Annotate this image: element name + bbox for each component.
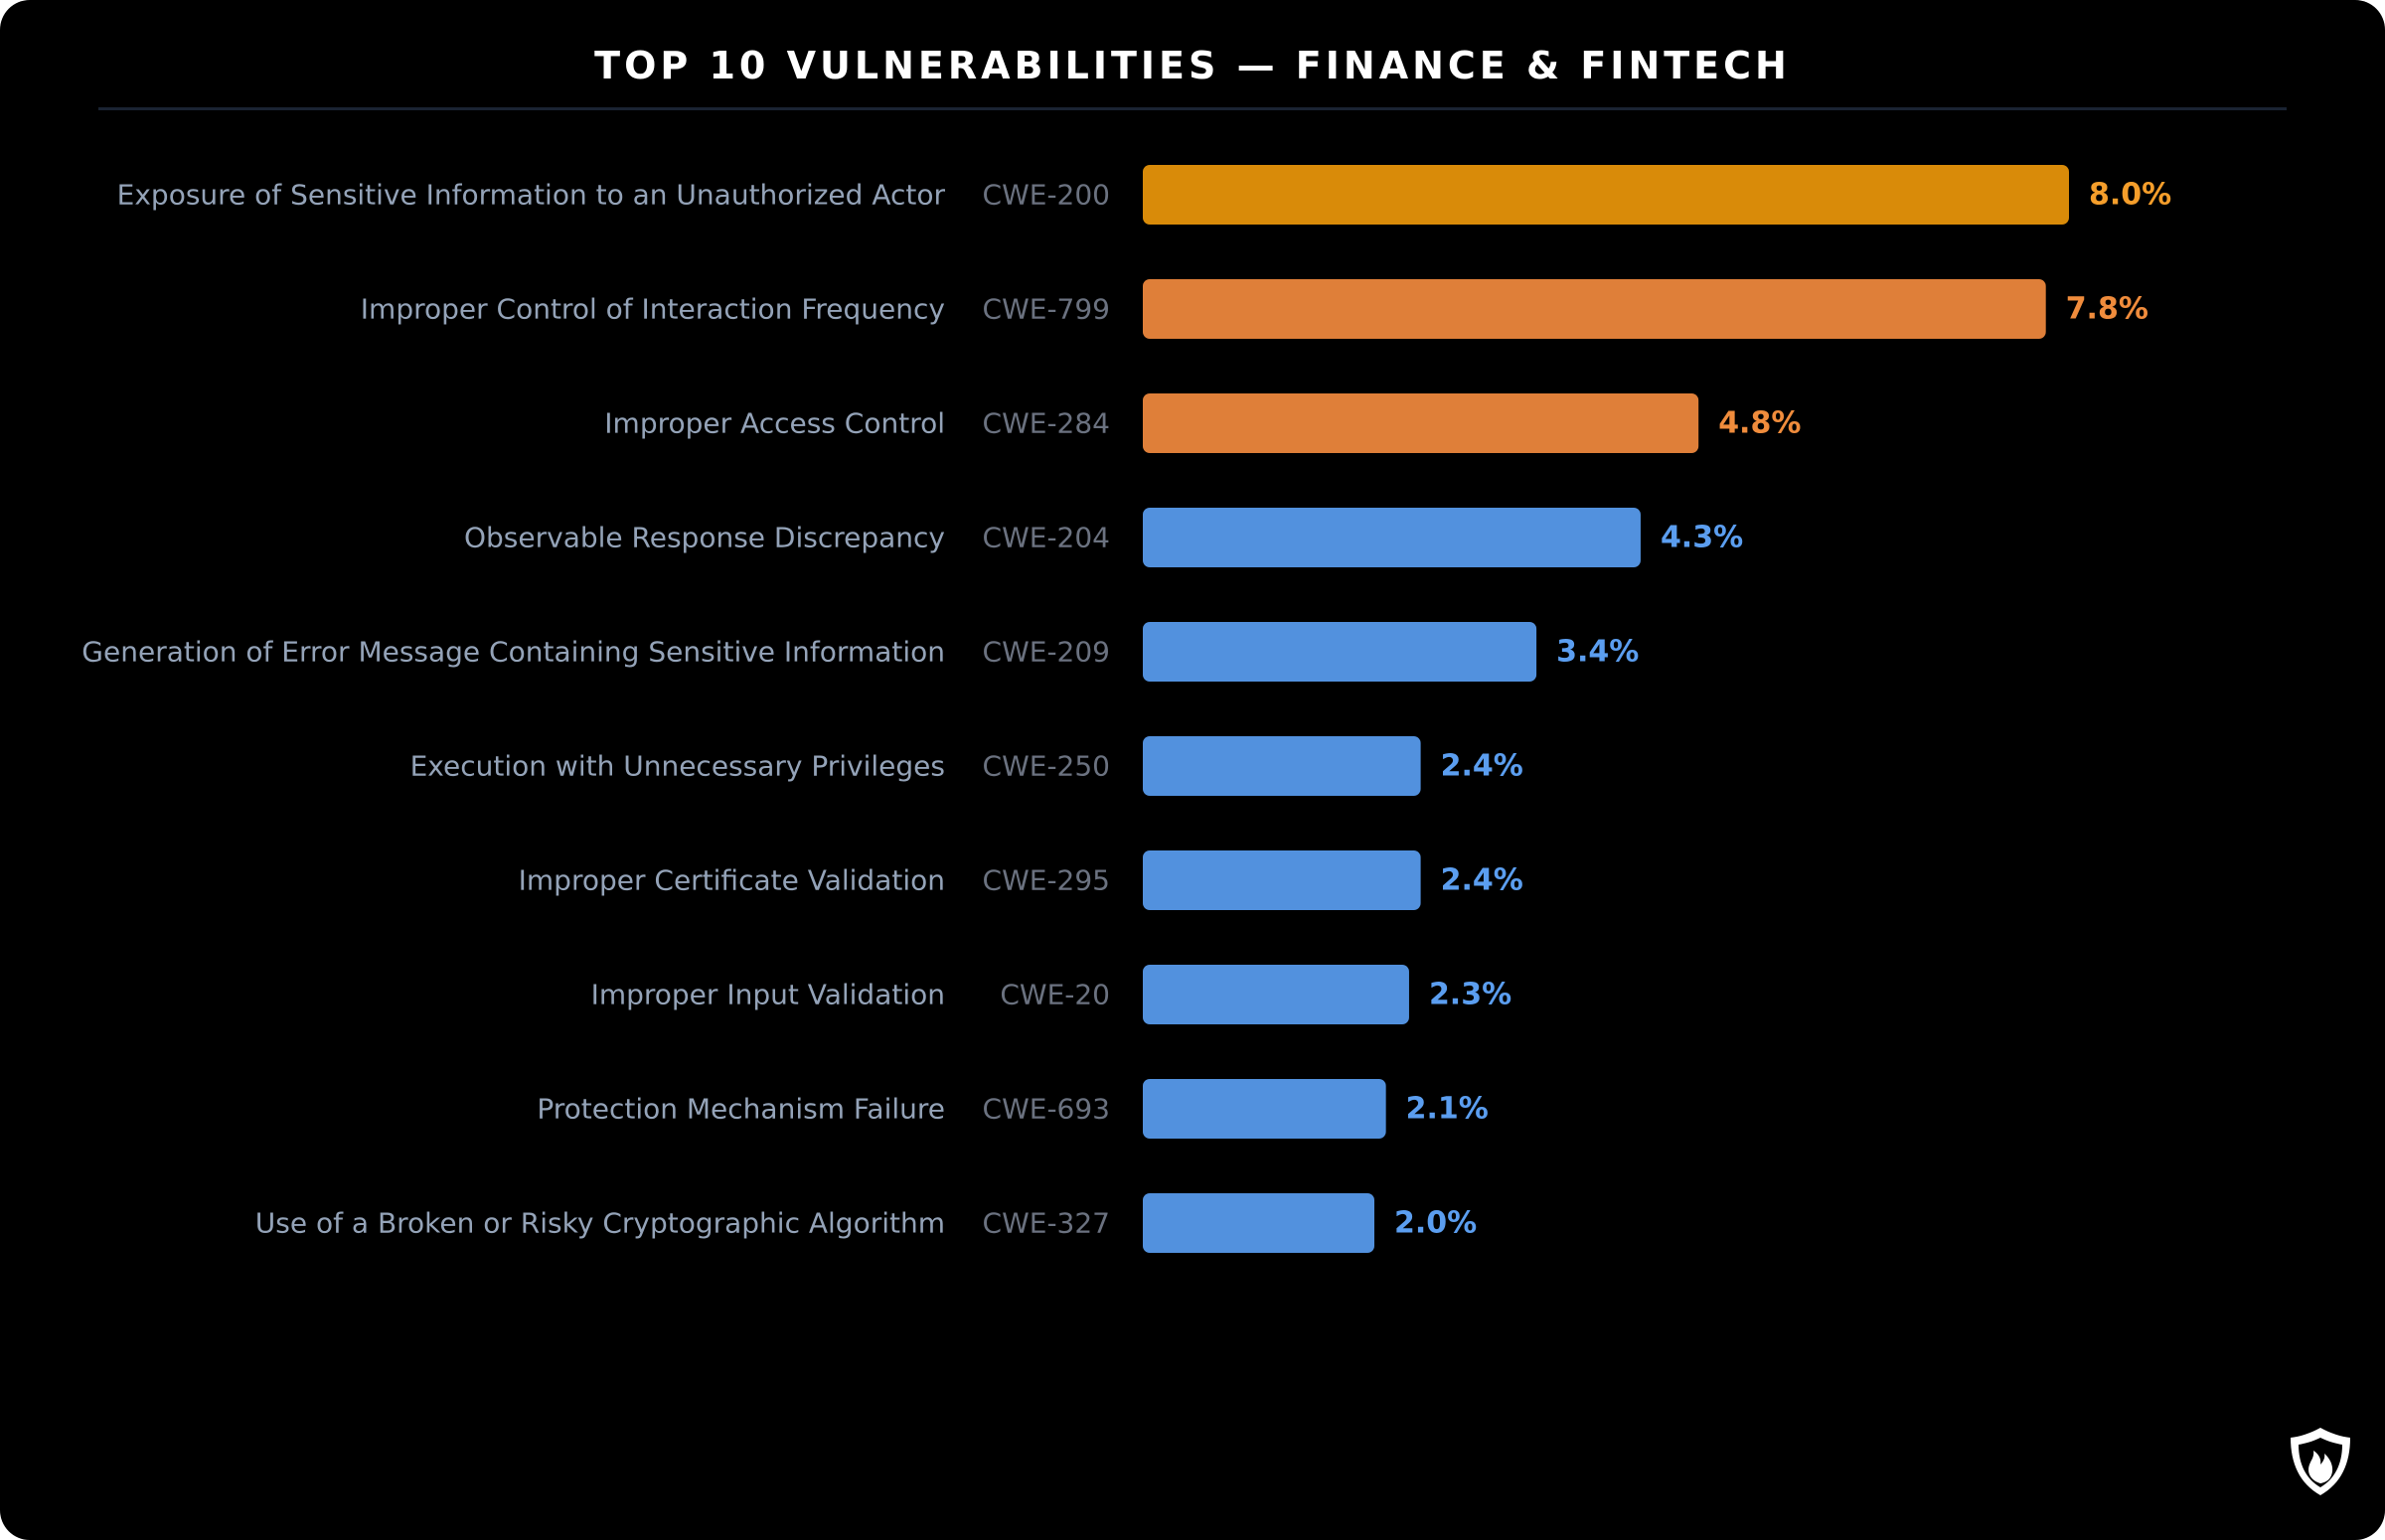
cwe-id-label: CWE-200: [983, 179, 1110, 212]
value-label: 2.0%: [1394, 1206, 1477, 1241]
category-label: Protection Mechanism Failure: [537, 1093, 945, 1126]
category-label: Improper Input Validation: [591, 979, 945, 1011]
category-label: Use of a Broken or Risky Cryptographic A…: [255, 1207, 945, 1240]
value-label: 2.3%: [1429, 978, 1511, 1012]
bar: [1143, 508, 1641, 567]
bar-row: Improper Access Control CWE-284 4.8%: [604, 393, 1801, 453]
value-label: 2.1%: [1406, 1092, 1489, 1127]
bar-row: Execution with Unnecessary Privileges CWE…: [410, 736, 1523, 796]
category-label: Observable Response Discrepancy: [464, 522, 945, 554]
cwe-id-label: CWE-250: [983, 750, 1110, 783]
shield-flame-icon: [2291, 1428, 2350, 1495]
cwe-id-label: CWE-20: [1000, 979, 1110, 1011]
value-label: 4.3%: [1661, 521, 1743, 555]
bar-row: Improper Certificate Validation CWE-295 2.…: [519, 850, 1523, 910]
bar: [1143, 279, 2046, 339]
bar: [1143, 165, 2069, 225]
cwe-id-label: CWE-284: [983, 407, 1110, 440]
category-label: Execution with Unnecessary Privileges: [410, 750, 945, 783]
title-divider: [98, 107, 2287, 110]
bar: [1143, 1079, 1386, 1139]
value-label: 7.8%: [2066, 292, 2148, 327]
cwe-id-label: CWE-295: [983, 864, 1110, 897]
cwe-id-label: CWE-799: [983, 293, 1110, 326]
bar-row: Protection Mechanism Failure CWE-693 2.1%: [537, 1079, 1489, 1139]
cwe-id-label: CWE-327: [983, 1207, 1110, 1240]
bar: [1143, 965, 1409, 1024]
category-label: Improper Certificate Validation: [519, 864, 945, 897]
value-label: 3.4%: [1556, 635, 1639, 670]
bar: [1143, 736, 1421, 796]
value-label: 8.0%: [2089, 178, 2171, 213]
category-label: Exposure of Sensitive Information to an …: [117, 179, 946, 212]
cwe-id-label: CWE-204: [983, 522, 1110, 554]
bar-row: Improper Control of Interaction Frequenc…: [361, 279, 2148, 339]
bar: [1143, 850, 1421, 910]
value-label: 2.4%: [1441, 749, 1523, 784]
value-label: 4.8%: [1718, 406, 1801, 441]
chart-title: TOP 10 VULNERABILITIES — FINANCE & FINTE…: [594, 44, 1791, 87]
bar-row: Observable Response Discrepancy CWE-204 4.…: [464, 508, 1743, 567]
category-label: Improper Control of Interaction Frequenc…: [361, 293, 945, 326]
bar-row: Exposure of Sensitive Information to an …: [117, 165, 2171, 225]
cwe-id-label: CWE-209: [983, 636, 1110, 669]
category-label: Improper Access Control: [604, 407, 945, 440]
value-label: 2.4%: [1441, 863, 1523, 898]
bar: [1143, 1193, 1374, 1253]
bar-row: Use of a Broken or Risky Cryptographic A…: [255, 1193, 1477, 1253]
bar: [1143, 393, 1699, 453]
bar-row: Improper Input Validation CWE-20 2.3%: [591, 965, 1511, 1024]
cwe-id-label: CWE-693: [983, 1093, 1110, 1126]
bar: [1143, 622, 1537, 682]
bar-row: Generation of Error Message Containing S…: [81, 622, 1639, 682]
category-label: Generation of Error Message Containing S…: [81, 636, 945, 669]
